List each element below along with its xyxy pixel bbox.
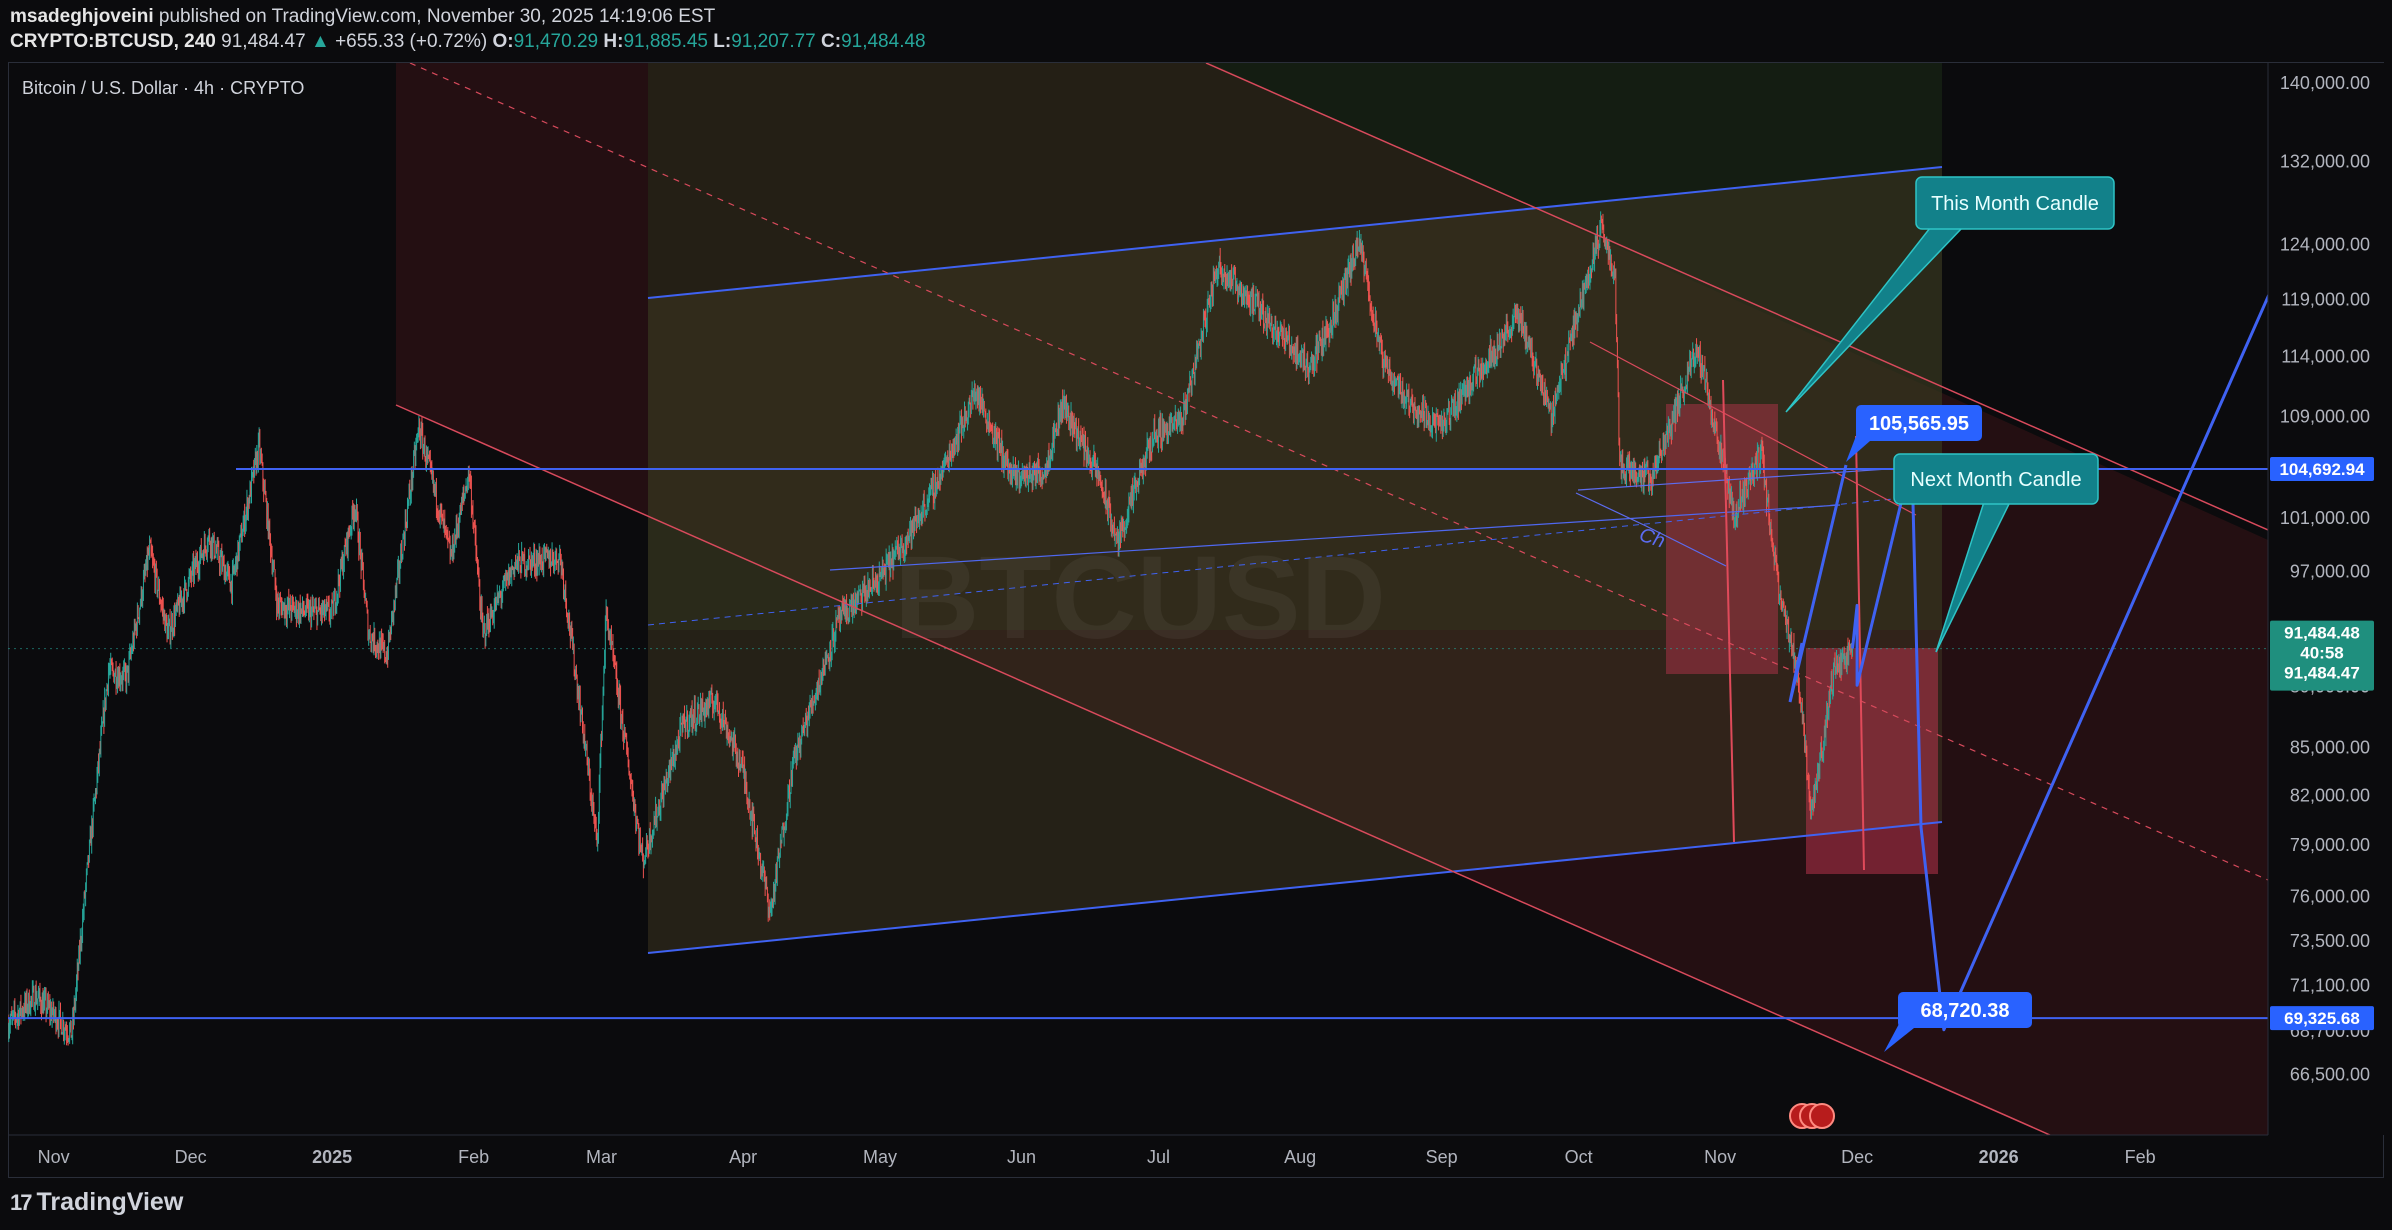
price-change: +655.33 (+0.72%) [335, 31, 488, 52]
footer-bar [0, 1182, 2392, 1230]
chart-title: Bitcoin / U.S. Dollar · 4h · CRYPTO [22, 78, 304, 98]
time-tick-label: Dec [1841, 1147, 1873, 1167]
time-tick-label: Mar [586, 1147, 617, 1167]
price-tick-label: 119,000.00 [2281, 289, 2370, 309]
economic-events-icon[interactable] [1789, 1103, 1835, 1129]
price-tick-label: 97,000.00 [2290, 562, 2370, 582]
open-value: 91,470.29 [513, 31, 599, 52]
this-month-candle-callout-box [1915, 176, 2115, 230]
tradingview-logo-icon: 17 [10, 1190, 33, 1215]
next-month-candle-callout-box [1893, 453, 2099, 505]
high-label: H: [603, 31, 624, 52]
price-tick-label: 85,000.00 [2290, 738, 2370, 758]
inner-channel-lower [1577, 465, 1933, 491]
high-target-callout: 105,565.95 [1846, 405, 1982, 462]
resistance-price-badge-box [2270, 456, 2374, 481]
current-price-badge-text: 91,484.47 [2284, 664, 2360, 683]
curve-tool-path [1575, 492, 1727, 567]
next-month-candle-box [1806, 648, 1938, 874]
time-tick-label: Jul [1147, 1147, 1170, 1167]
price-tick-label: 73,500.00 [2290, 931, 2370, 951]
resistance-price-badge: 104,692.94 [2270, 456, 2374, 481]
price-tick-label: 140,000.00 [2280, 73, 2370, 93]
support-price-badge: 69,325.68 [2270, 1006, 2374, 1031]
chart-header: msadeghjoveini published on TradingView.… [0, 0, 2392, 62]
price-tick-label: 71,100.00 [2290, 975, 2370, 995]
support-price-badge-text: 69,325.68 [2284, 1009, 2360, 1028]
time-tick-label: 2025 [312, 1147, 352, 1167]
current-price-badge-text: 40:58 [2300, 644, 2343, 663]
open-label: O: [492, 31, 514, 52]
ohlc-legend: CRYPTO:BTCUSD, 240 91,484.47 ▲ +655.33 (… [10, 31, 926, 53]
inner-trend-line [829, 504, 1841, 571]
publish-info: msadeghjoveini published on TradingView.… [10, 6, 715, 28]
red-projection-line [1855, 435, 1865, 871]
price-axis-bg [2268, 63, 2384, 1135]
time-tick-label: Nov [38, 1147, 70, 1167]
price-tick-label: 109,000.00 [2280, 406, 2370, 426]
this-month-candle-callout[interactable]: This Month Candle [1785, 176, 2115, 413]
next-month-candle-callout-text: Next Month Candle [1910, 469, 2081, 491]
time-tick-label: 2026 [1979, 1147, 2019, 1167]
next-month-candle-callout[interactable]: Next Month Candle [1893, 453, 2099, 653]
tradingview-logo[interactable]: 17 TradingView [10, 1188, 183, 1217]
red-channel-upper-line[interactable] [1205, 63, 2268, 531]
high-target-callout-box [1856, 405, 1982, 441]
red-channel-lower-line[interactable] [395, 404, 2051, 1135]
time-tick-label: Dec [175, 1147, 207, 1167]
resistance-price-badge-text: 104,692.94 [2279, 460, 2365, 479]
current-price-badge-box [2270, 620, 2374, 691]
price-tick-label: 124,000.00 [2280, 235, 2370, 255]
channel-upper-line[interactable] [647, 166, 1943, 299]
price-tick-label: 66,500.00 [2290, 1065, 2370, 1085]
channel-lower-line[interactable] [647, 821, 1943, 954]
event-flag-icon [1809, 1103, 1835, 1129]
low-target-callout-pointer [1884, 1022, 1914, 1052]
red-drop-line [1722, 379, 1735, 843]
last-price: 91,484.47 [221, 31, 306, 52]
time-tick-label: Jun [1007, 1147, 1036, 1167]
time-tick-label: Nov [1704, 1147, 1736, 1167]
time-tick-label: Sep [1426, 1147, 1458, 1167]
price-tick-label: 82,000.00 [2290, 785, 2370, 805]
time-tick-label: Feb [2125, 1147, 2156, 1167]
low-target-callout: 68,720.38 [1884, 992, 2032, 1052]
price-tick-label: 101,000.00 [2280, 508, 2370, 528]
time-tick-label: Feb [458, 1147, 489, 1167]
price-tick-label: 132,000.00 [2280, 151, 2370, 171]
high-value: 91,885.45 [623, 31, 708, 52]
author-name[interactable]: msadeghjoveini [10, 6, 154, 27]
price-tick-label: 76,000.00 [2290, 887, 2370, 907]
low-target-callout-text: 68,720.38 [1921, 1000, 2010, 1022]
inner-channel-upper [1589, 341, 1917, 516]
symbol-label[interactable]: CRYPTO:BTCUSD, 240 [10, 31, 216, 52]
price-tick-label: 79,000.00 [2290, 835, 2370, 855]
current-price-badge-text: 91,484.48 [2284, 624, 2360, 643]
support-price-badge-box [2270, 1006, 2374, 1031]
close-value: 91,484.48 [841, 31, 926, 52]
symbol-watermark: BTCUSD [894, 532, 1386, 664]
time-tick-label: May [863, 1147, 897, 1167]
low-target-callout-box [1898, 992, 2032, 1028]
time-tick-label: Oct [1565, 1147, 1593, 1167]
high-target-callout-text: 105,565.95 [1869, 413, 1969, 435]
this-month-candle-callout-text: This Month Candle [1931, 193, 2099, 215]
logo-text: TradingView [36, 1188, 184, 1216]
low-label: L: [713, 31, 732, 52]
red-channel-midline [409, 63, 2268, 881]
high-target-callout-pointer [1846, 436, 1870, 462]
close-label: C: [821, 31, 842, 52]
publish-text: published on TradingView.com, November 3… [158, 6, 716, 27]
price-tick-label: 114,000.00 [2281, 347, 2370, 367]
projection-inner-leg [1788, 464, 1848, 703]
low-value: 91,207.77 [731, 31, 816, 52]
time-tick-label: Aug [1284, 1147, 1316, 1167]
change-arrow-icon: ▲ [310, 31, 330, 52]
time-tick-label: Apr [729, 1147, 757, 1167]
